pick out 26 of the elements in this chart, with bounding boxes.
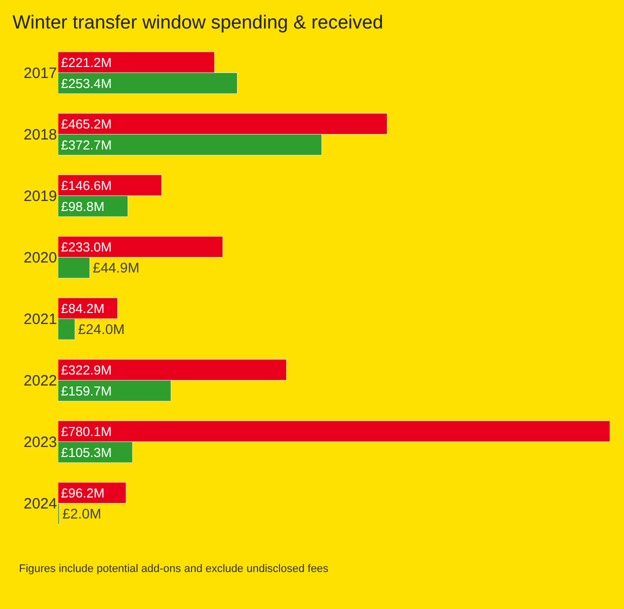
data-label: £84.2M (61, 300, 104, 316)
data-label: £24.0M (78, 321, 125, 338)
y-tick-label: 2018 (24, 126, 57, 144)
y-tick-label: 2023 (24, 434, 57, 451)
y-tick-label: 2021 (24, 311, 57, 328)
y-tick-label: 2019 (24, 188, 57, 205)
y-tick-label: 2020 (24, 250, 57, 266)
text: Figures include potential add-ons and exclude undisclosed fees (19, 563, 329, 575)
chart-title: Winter transfer window spending & received (12, 12, 384, 34)
data-label: £372.7M (61, 137, 112, 152)
data-label: £159.7M (61, 383, 112, 398)
data-label: £322.9M (61, 362, 112, 378)
data-label: £233.0M (61, 239, 112, 254)
data-label: £44.9M (92, 260, 140, 276)
data-label: £253.4M (61, 76, 112, 91)
data-label: £2.0M (62, 506, 102, 522)
data-label: £146.6M (61, 178, 112, 193)
data-label: £98.8M (61, 198, 104, 214)
data-label: £96.2M (61, 485, 104, 500)
y-tick-label: 2022 (24, 372, 57, 390)
y-tick-label: 2017 (24, 65, 57, 82)
data-label: £780.1M (61, 424, 112, 439)
data-label: £105.3M (61, 444, 112, 460)
y-tick-label: 2024 (24, 496, 57, 512)
data-label: £221.2M (61, 54, 112, 70)
data-label: £465.2M (61, 116, 112, 132)
